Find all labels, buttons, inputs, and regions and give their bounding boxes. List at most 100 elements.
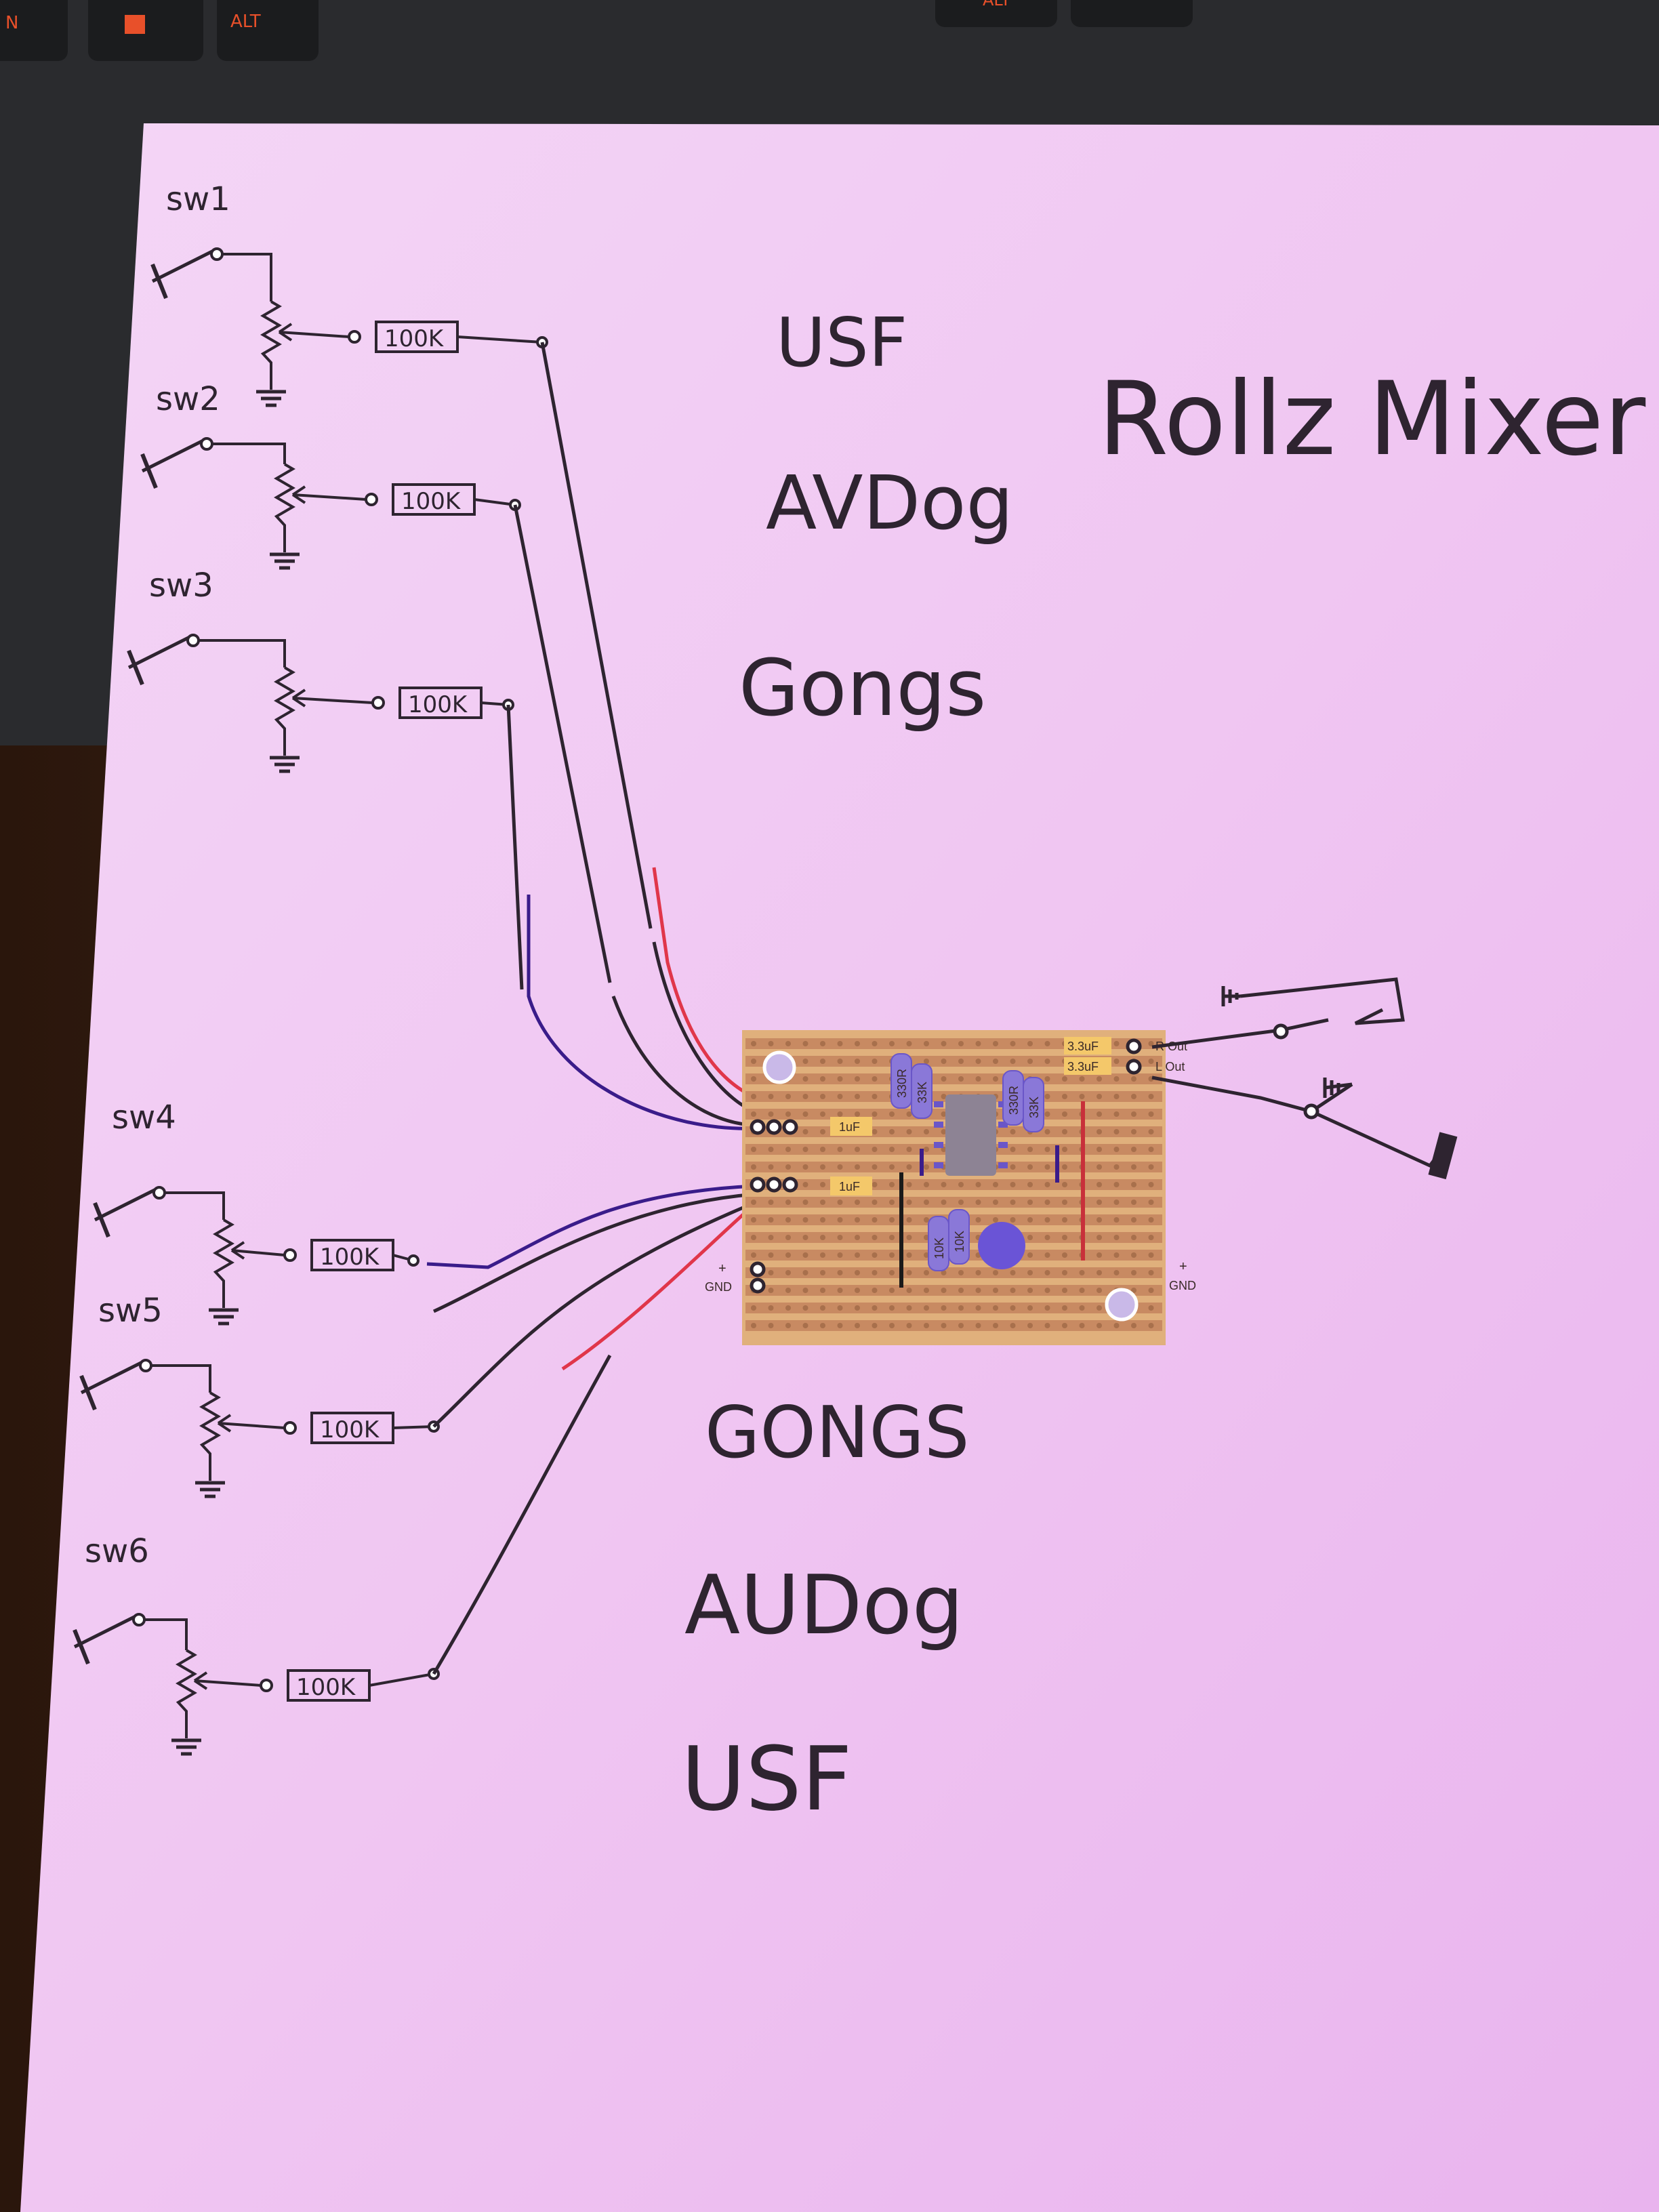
keyboard-keys: N ALT ALT xyxy=(0,0,1193,61)
channel-4: 100K sw4 xyxy=(93,1099,419,1324)
key-label-n: N xyxy=(5,13,18,33)
resistor-label-1: 330R xyxy=(895,1069,909,1098)
pot-wiper-arrow xyxy=(217,1414,285,1433)
pot-wiper-arrow xyxy=(193,1671,262,1690)
pot-wiper-arrow xyxy=(291,485,367,504)
resistor-output-wire xyxy=(392,1425,434,1429)
resistor-label-4: 33K xyxy=(1027,1097,1041,1118)
switch-lever xyxy=(94,1187,157,1222)
switch-lever xyxy=(141,438,205,473)
input-cap-2 xyxy=(830,1176,872,1195)
input-cap-2-label: 1uF xyxy=(839,1180,860,1193)
switch-contact xyxy=(132,1613,146,1626)
gnd-label-left: GND xyxy=(705,1280,732,1294)
copper-strip xyxy=(745,1267,1162,1278)
switch-contact xyxy=(139,1359,152,1372)
wire-bot-black-a xyxy=(432,1192,756,1313)
resistor-label: 100K xyxy=(320,1416,380,1443)
output-cap-1-label: 3.3uF xyxy=(1067,1040,1099,1053)
gnd-label-right: GND xyxy=(1169,1279,1196,1292)
copper-strip xyxy=(745,1303,1162,1313)
resistor-label: 100K xyxy=(320,1244,380,1271)
channel-label-bottom-1: GONGS xyxy=(705,1391,970,1474)
wire-ch3 xyxy=(506,704,524,990)
switch-label-5: sw5 xyxy=(98,1292,163,1330)
jack-l-tip xyxy=(1151,1076,1312,1113)
pot-wiper-arrow xyxy=(291,689,373,708)
channel-6: 100K sw6 xyxy=(73,1532,440,1754)
resistor-label: 100K xyxy=(408,691,468,718)
channel-5: 100K sw5 xyxy=(79,1292,440,1496)
switch-pivot xyxy=(140,453,158,489)
junction-dot xyxy=(260,1679,273,1692)
resistor-label: 100K xyxy=(384,325,445,352)
switch-contact xyxy=(186,634,200,647)
potentiometer xyxy=(260,300,282,390)
channel-3: 100K sw3 xyxy=(127,567,514,771)
switch-lever xyxy=(73,1614,137,1649)
resistor-label: 100K xyxy=(401,488,462,515)
output-cap-1 xyxy=(1064,1037,1111,1054)
potentiometer xyxy=(213,1218,234,1308)
input-pads xyxy=(750,1119,798,1294)
plus-label-left: + xyxy=(718,1261,726,1276)
switch-pivot xyxy=(93,1202,110,1238)
input-cap-1-label: 1uF xyxy=(839,1120,860,1134)
windows-key-icon xyxy=(125,15,145,34)
pot-feed-wire xyxy=(144,1618,188,1650)
junction-dot xyxy=(283,1421,297,1435)
switch-label-3: sw3 xyxy=(149,567,213,605)
potentiometer xyxy=(274,463,295,552)
channel-1: 100K sw1 xyxy=(150,180,548,405)
resistor-output-wire xyxy=(457,335,543,344)
junction-dot xyxy=(283,1248,297,1262)
wire-bot-purple xyxy=(426,1184,756,1269)
jack-r-body xyxy=(1240,977,1405,1025)
channel-label-bottom-2: AUDog xyxy=(684,1559,964,1653)
resistor-label: 100K xyxy=(296,1674,356,1701)
switch-lever xyxy=(151,249,215,283)
wire-top-black-b xyxy=(611,996,756,1127)
switch-pivot xyxy=(79,1374,97,1411)
output-cap-2 xyxy=(1064,1057,1111,1075)
switch-lever xyxy=(80,1360,144,1395)
plus-label-right: + xyxy=(1179,1259,1187,1274)
switch-pivot xyxy=(150,263,168,300)
key-label-alt-left: ALT xyxy=(230,12,261,32)
wire-bot-black-b xyxy=(432,1196,766,1428)
copper-strip xyxy=(745,1197,1162,1208)
junction-dot xyxy=(365,493,378,506)
pot-feed-wire xyxy=(165,1191,225,1220)
diagram-title: Rollz Mixer xyxy=(1098,361,1646,478)
resistor-label-3: 330R xyxy=(1007,1086,1021,1115)
switch-contact xyxy=(152,1186,166,1200)
junction-dot xyxy=(371,696,385,710)
input-cap-1 xyxy=(830,1117,872,1136)
potentiometer xyxy=(199,1391,221,1481)
wire-ch6 xyxy=(432,1354,612,1675)
pot-feed-wire xyxy=(199,639,286,668)
channel-labels-bottom: GONGS AUDog USF xyxy=(681,1391,970,1830)
copper-strips xyxy=(745,1038,1162,1331)
output-label-l: L Out xyxy=(1155,1060,1185,1073)
resistor-label-6: 10K xyxy=(953,1231,966,1252)
pot-feed-wire xyxy=(151,1364,211,1393)
channel-label-top-1: USF xyxy=(776,303,907,382)
switch-pivot xyxy=(127,649,144,686)
electrolytic-capacitor xyxy=(978,1222,1025,1269)
copper-strip xyxy=(745,1056,1162,1067)
wire-ch2 xyxy=(513,504,612,983)
wire-top-purple xyxy=(527,895,756,1130)
copper-strip xyxy=(745,1038,1162,1049)
resistor-output-wire xyxy=(369,1673,434,1687)
switch-lever xyxy=(127,635,191,670)
channel-2: 100K sw2 xyxy=(140,380,521,568)
resistor-label-5: 10K xyxy=(933,1237,946,1259)
stripboard: + GND 1uF 1uF 3.3uF 3.3uF R Out L Out + … xyxy=(705,1030,1196,1345)
copper-strip xyxy=(745,1320,1162,1331)
resistor-output-wire xyxy=(474,498,516,506)
channel-label-bottom-3: USF xyxy=(681,1727,852,1830)
switch-pivot xyxy=(73,1629,90,1665)
board-resistor-labels: 330R 33K 330R 33K 10K 10K xyxy=(895,1069,1041,1259)
